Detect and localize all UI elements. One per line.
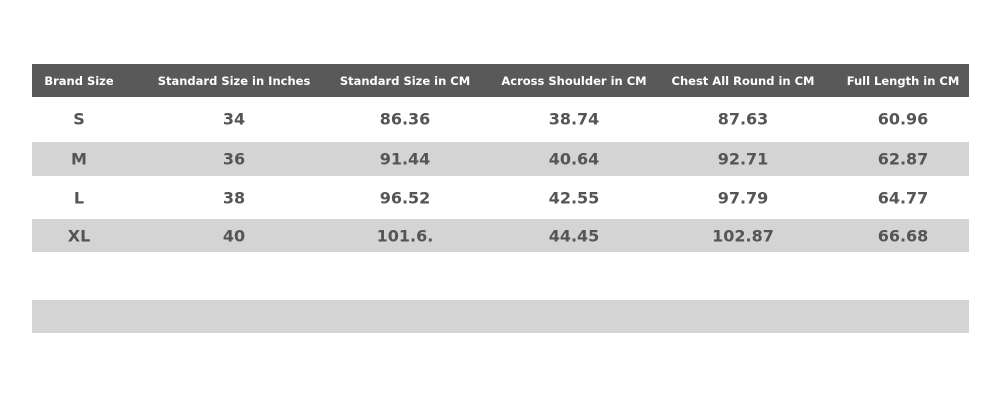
- empty-row: [32, 300, 969, 333]
- table-cell: 64.77: [877, 188, 929, 207]
- table-cell: 92.71: [717, 149, 769, 169]
- table-cell: 34: [222, 109, 246, 129]
- row-band: [32, 142, 969, 176]
- header-cell: Across Shoulder in CM: [501, 74, 647, 88]
- table-cell: 96.52: [379, 188, 431, 207]
- table-cell: M: [71, 149, 87, 169]
- table-cell: 91.44: [379, 149, 431, 169]
- header-cell: Standard Size in CM: [339, 74, 471, 88]
- header-row: [32, 64, 969, 97]
- table-cell: 66.68: [877, 226, 929, 245]
- header-cell: Chest All Round in CM: [671, 74, 815, 88]
- table-cell: 38: [222, 188, 246, 207]
- table-cell: 42.55: [548, 188, 600, 207]
- table-cell: S: [73, 109, 85, 129]
- table-cell: XL: [67, 226, 91, 245]
- header-cell: Brand Size: [44, 74, 114, 88]
- table-cell: 62.87: [877, 149, 929, 169]
- table-cell: 60.96: [877, 109, 929, 129]
- header-cell: Full Length in CM: [846, 74, 960, 88]
- table-cell: 97.79: [717, 188, 769, 207]
- table-cell: 86.36: [379, 109, 431, 129]
- table-cell: 40.64: [548, 149, 600, 169]
- table-cell: 87.63: [717, 109, 769, 129]
- row-band: [32, 219, 969, 252]
- header-cell: Standard Size in Inches: [157, 74, 311, 88]
- table-cell: 38.74: [548, 109, 600, 129]
- table-cell: 44.45: [548, 226, 600, 245]
- table-cell: 40: [222, 226, 246, 245]
- table-cell: 102.87: [712, 226, 774, 245]
- table-cell: 101.6.: [376, 226, 434, 245]
- table-cell: L: [73, 188, 85, 207]
- table-cell: 36: [222, 149, 246, 169]
